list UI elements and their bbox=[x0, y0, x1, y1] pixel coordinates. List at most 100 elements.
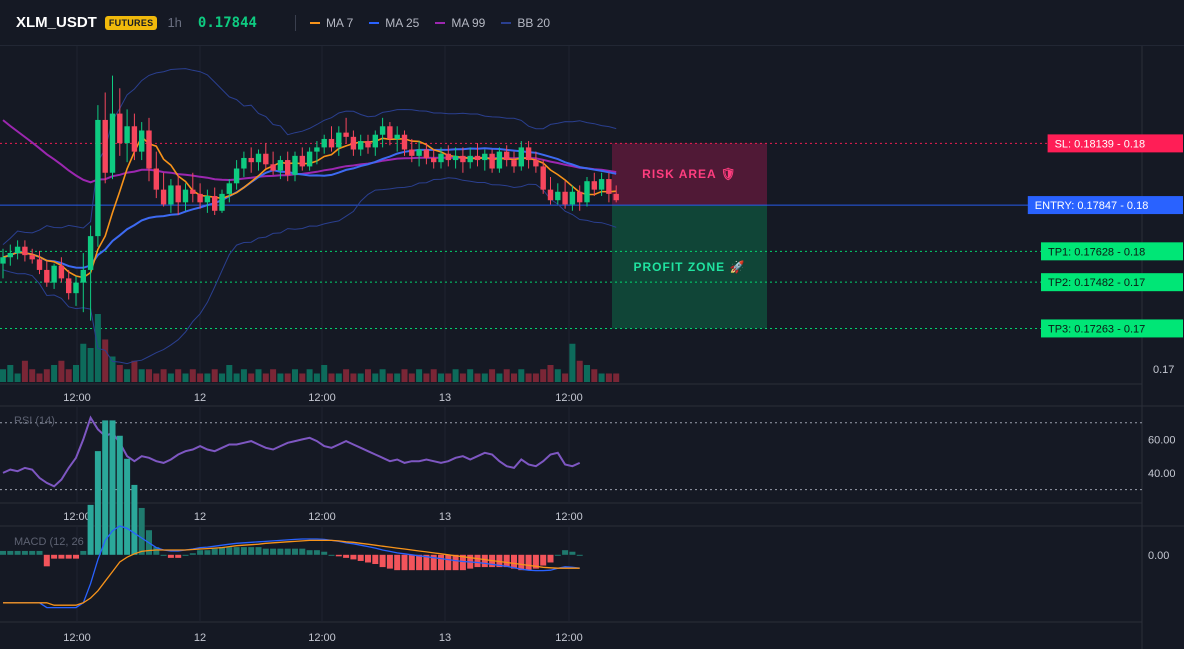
candle-body bbox=[460, 155, 466, 163]
volume-bar bbox=[511, 373, 517, 382]
volume-bar bbox=[0, 369, 6, 382]
macd-histogram-bar bbox=[51, 554, 58, 559]
macd-histogram-bar bbox=[445, 554, 452, 571]
volume-bar bbox=[576, 360, 583, 382]
level-tag-entry bbox=[1027, 196, 1183, 215]
macd-histogram-bar bbox=[386, 554, 393, 569]
volume-bar bbox=[277, 373, 284, 382]
volume-bar bbox=[80, 343, 87, 382]
candle-body bbox=[409, 149, 415, 156]
macd-histogram-bar bbox=[116, 435, 123, 555]
rsi-label: RSI (14) bbox=[14, 415, 55, 427]
candle-body bbox=[146, 130, 152, 169]
volume-bar bbox=[58, 360, 65, 382]
volume-bar bbox=[211, 369, 218, 382]
volume-bar bbox=[605, 373, 612, 382]
volume-bar bbox=[73, 365, 79, 382]
macd-histogram-bar bbox=[335, 554, 342, 557]
volume-bar bbox=[51, 365, 58, 382]
legend-ma99-label: MA 99 bbox=[451, 15, 486, 30]
macd-histogram-bar bbox=[65, 554, 72, 559]
legend-ma99-swatch bbox=[435, 21, 446, 24]
rsi-line bbox=[2, 415, 581, 488]
level-tag-sl bbox=[1047, 134, 1183, 153]
bb-upper-line bbox=[2, 68, 617, 245]
legend-ma99[interactable]: MA 99 bbox=[435, 16, 485, 30]
candle-body bbox=[577, 191, 583, 203]
candle-body bbox=[445, 153, 451, 161]
macd-histogram-bar bbox=[153, 547, 160, 555]
volume-bar bbox=[153, 373, 160, 382]
level-tag-tp1 bbox=[1041, 242, 1183, 261]
candle-body bbox=[328, 138, 335, 148]
candle-body bbox=[343, 132, 349, 137]
candle-body bbox=[0, 257, 6, 264]
candle-body bbox=[387, 126, 393, 139]
macd-histogram-bar bbox=[518, 554, 525, 571]
volume-bar bbox=[357, 373, 364, 382]
macd-histogram-bar bbox=[350, 554, 357, 560]
candle-body bbox=[87, 236, 94, 270]
macd-histogram-bar bbox=[481, 554, 488, 568]
legend-ma7[interactable]: MA 7 bbox=[309, 15, 354, 30]
volume-bar bbox=[591, 369, 598, 382]
candle-body bbox=[44, 269, 50, 283]
legend-ma25[interactable]: MA 25 bbox=[369, 16, 419, 30]
legend-bb20[interactable]: BB 20 bbox=[501, 16, 550, 30]
candle-body bbox=[219, 193, 225, 211]
chart-header: XLM_USDT FUTURES 1h 0.17844 MA 7 MA 25 M… bbox=[0, 0, 1184, 46]
rsi-axis-label: 60.00 bbox=[1148, 434, 1176, 446]
macd-histogram-bar bbox=[394, 554, 401, 571]
legend-bb20-swatch bbox=[501, 21, 512, 24]
candle-body bbox=[540, 166, 546, 190]
macd-histogram-bar bbox=[219, 547, 225, 555]
level-tag-text-tp2: TP2: 0.17482 - 0.17 bbox=[1048, 277, 1145, 289]
volume-bar bbox=[102, 339, 109, 382]
macd-histogram-bar bbox=[43, 554, 50, 567]
macd-histogram-bar bbox=[306, 550, 313, 555]
candle-body bbox=[613, 193, 619, 201]
macd-histogram-bar bbox=[401, 554, 408, 571]
volume-bar bbox=[372, 373, 379, 382]
volume-bar bbox=[496, 373, 503, 382]
symbol-label[interactable]: XLM_USDT bbox=[16, 14, 97, 31]
candle-body bbox=[95, 119, 101, 237]
macd-histogram-bar bbox=[109, 420, 116, 555]
candle-body bbox=[22, 246, 28, 256]
legend-ma7-label: MA 7 bbox=[325, 15, 354, 30]
x-axis-label: 12:00 bbox=[555, 392, 583, 404]
x-axis-label: 13 bbox=[439, 511, 451, 523]
macd-histogram-bar bbox=[540, 554, 547, 566]
macd-histogram-bar bbox=[167, 554, 174, 558]
candle-body bbox=[277, 160, 284, 171]
volume-bar bbox=[459, 373, 466, 382]
candle-body bbox=[14, 246, 21, 254]
candle-body bbox=[525, 147, 532, 161]
x-axis-label: 12 bbox=[194, 392, 206, 404]
legend-bb20-label: BB 20 bbox=[517, 15, 551, 30]
macd-histogram-bar bbox=[255, 547, 262, 555]
volume-bar bbox=[386, 373, 393, 382]
volume-bar bbox=[474, 373, 481, 382]
volume-bar bbox=[248, 373, 255, 382]
candle-body bbox=[504, 151, 510, 161]
candle-body bbox=[66, 278, 72, 294]
macd-histogram-bar bbox=[204, 550, 211, 555]
volume-bar bbox=[94, 314, 101, 382]
macd-histogram-bar bbox=[29, 550, 36, 555]
macd-histogram-bar bbox=[36, 550, 43, 555]
volume-bar bbox=[14, 373, 21, 382]
macd-histogram-bar bbox=[372, 554, 379, 565]
macd-histogram-bar bbox=[262, 548, 269, 555]
macd-histogram-bar bbox=[189, 553, 196, 555]
candle-body bbox=[175, 185, 181, 203]
futures-badge: FUTURES bbox=[104, 15, 158, 30]
volume-bar bbox=[379, 369, 386, 382]
level-tag-text-entry: ENTRY: 0.17847 - 0.18 bbox=[1035, 200, 1149, 212]
candle-body bbox=[423, 149, 430, 158]
profit-zone bbox=[612, 205, 767, 329]
candle-body bbox=[226, 183, 232, 194]
interval-label[interactable]: 1h bbox=[167, 15, 182, 30]
